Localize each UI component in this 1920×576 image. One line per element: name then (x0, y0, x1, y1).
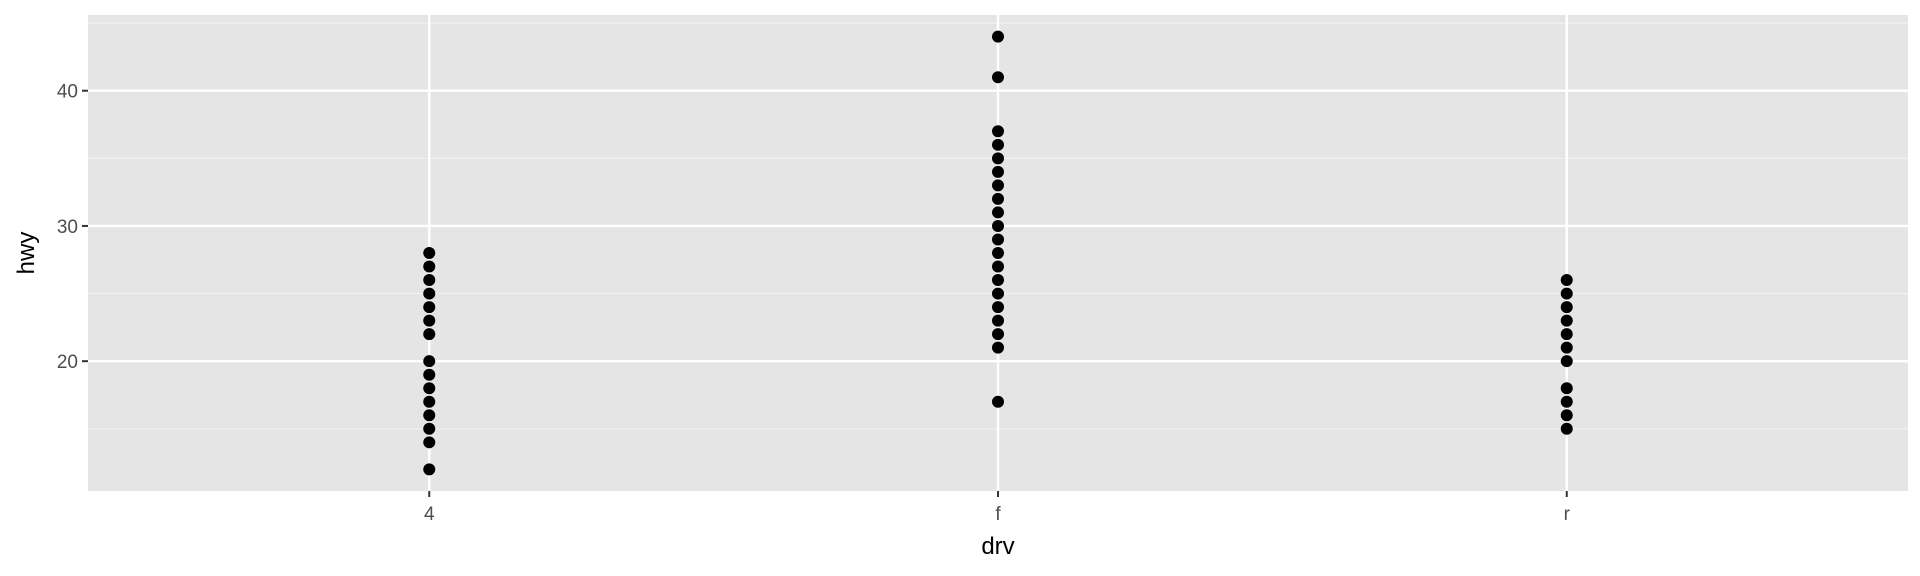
data-point (423, 314, 436, 327)
data-point (1560, 409, 1573, 422)
x-tick-label: r (1564, 504, 1571, 525)
data-point (1560, 314, 1573, 327)
data-point (992, 192, 1004, 205)
data-point (1560, 355, 1573, 368)
data-point (992, 233, 1004, 246)
data-point (423, 395, 436, 408)
data-point (423, 287, 436, 300)
y-tick-label: 40 (57, 82, 78, 103)
data-point (423, 382, 436, 395)
data-point (423, 355, 436, 368)
data-point (423, 247, 436, 259)
data-point (992, 179, 1004, 192)
data-point (423, 436, 436, 449)
data-point (992, 274, 1004, 287)
data-point (423, 274, 436, 287)
data-point (1560, 274, 1573, 287)
data-point (1560, 301, 1573, 314)
data-point (992, 314, 1004, 327)
y-axis-title: hwy (13, 232, 40, 275)
data-points (423, 30, 1573, 476)
data-point (992, 395, 1004, 408)
data-point (1560, 395, 1573, 408)
data-point (992, 152, 1004, 165)
data-point (992, 138, 1004, 151)
data-point (1560, 382, 1573, 395)
data-point (423, 422, 436, 435)
data-point (992, 301, 1004, 314)
data-point (992, 125, 1004, 138)
data-point (992, 71, 1004, 84)
data-point (992, 260, 1004, 273)
data-point (1560, 422, 1573, 435)
data-point (1560, 287, 1573, 300)
data-point (992, 165, 1004, 178)
data-point (992, 206, 1004, 219)
data-point (992, 30, 1004, 43)
data-point (423, 463, 436, 476)
data-point (423, 301, 436, 314)
y-tick-label: 30 (57, 217, 78, 238)
x-tick-label: f (995, 504, 1001, 525)
data-point (992, 287, 1004, 300)
data-point (1560, 328, 1573, 341)
data-point (1560, 341, 1573, 354)
y-axis: 20 30 40 (57, 82, 88, 373)
x-axis: 4 f r (424, 491, 1571, 525)
data-point (423, 260, 436, 273)
data-point (992, 341, 1004, 354)
y-tick-label: 20 (57, 352, 78, 373)
x-axis-title: drv (981, 533, 1014, 560)
data-point (423, 368, 436, 381)
x-tick-label: 4 (424, 504, 435, 525)
data-point (992, 247, 1004, 259)
data-point (423, 328, 436, 341)
data-point (992, 328, 1004, 341)
data-point (992, 219, 1004, 232)
data-point (423, 409, 436, 422)
